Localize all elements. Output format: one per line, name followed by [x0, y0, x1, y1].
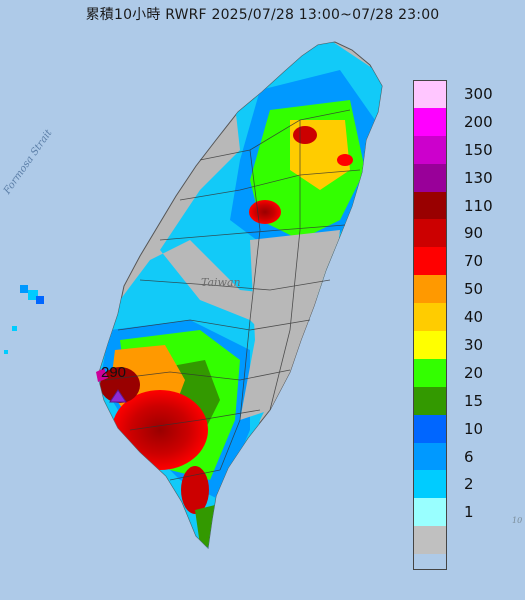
legend-item: 150 — [413, 135, 513, 164]
legend-item: 200 — [413, 107, 513, 136]
legend-swatch — [413, 247, 447, 276]
rain-core-south — [181, 466, 209, 514]
legend-item: 40 — [413, 303, 513, 332]
legend-label: 1 — [464, 503, 474, 522]
legend-swatch — [413, 358, 447, 387]
legend-label: 20 — [464, 363, 484, 382]
legend-swatch — [413, 219, 447, 248]
legend-label: 130 — [464, 168, 493, 187]
legend-swatch — [413, 470, 447, 499]
legend-swatch — [413, 135, 447, 164]
legend-swatch — [413, 80, 447, 108]
taiwan-island — [97, 41, 383, 550]
rain-core-east — [337, 154, 353, 166]
legend-item: 90 — [413, 219, 513, 248]
rain-core-north2 — [293, 126, 317, 144]
legend-item: 20 — [413, 358, 513, 387]
legend-label: 70 — [464, 252, 484, 271]
legend-label: 6 — [464, 447, 474, 466]
legend-swatch — [413, 386, 447, 415]
legend-label: 300 — [464, 85, 493, 103]
legend: 300 200 150 130 110 90 70 50 40 30 20 15 10 6 2 1 — [413, 80, 513, 555]
legend-label: 200 — [464, 112, 493, 131]
dry-zone-east — [240, 230, 340, 420]
legend-swatch — [413, 414, 447, 443]
legend-item: 15 — [413, 386, 513, 415]
legend-item: 300 — [413, 80, 513, 108]
penghu-islands — [4, 285, 44, 354]
marker-highlight — [96, 368, 108, 382]
legend-swatch — [413, 303, 447, 332]
legend-item: 2 — [413, 470, 513, 499]
legend-label: 2 — [464, 475, 474, 494]
county-boundaries — [104, 109, 361, 481]
legend-item: 10 — [413, 414, 513, 443]
rain-core-north — [249, 200, 281, 224]
map-title: 累積10小時 RWRF 2025/07/28 13:00~07/28 23:00 — [85, 7, 440, 23]
legend-item: 30 — [413, 331, 513, 359]
max-value-label: 290 — [101, 364, 127, 381]
legend-swatch — [413, 107, 447, 136]
legend-swatch — [413, 442, 447, 471]
legend-label: 50 — [464, 280, 484, 299]
legend-label: 15 — [464, 391, 484, 410]
edge-label: 10 — [512, 516, 523, 525]
triangle-marker-icon — [109, 389, 127, 403]
legend-swatch — [413, 498, 447, 527]
legend-swatch — [413, 275, 447, 304]
legend-item: 50 — [413, 275, 513, 304]
legend-swatch — [413, 163, 447, 192]
legend-swatch — [413, 526, 447, 555]
legend-label: 150 — [464, 140, 493, 159]
legend-label: 10 — [464, 419, 484, 438]
legend-label: 30 — [464, 336, 484, 355]
legend-item — [413, 526, 513, 555]
legend-swatch — [413, 191, 447, 220]
legend-item: 1 — [413, 498, 513, 527]
rain-core-coast — [100, 367, 140, 403]
legend-item: 130 — [413, 163, 513, 192]
island-label: Taiwan — [201, 276, 241, 289]
legend-item: 6 — [413, 442, 513, 471]
legend-item: 70 — [413, 247, 513, 276]
legend-swatch — [413, 331, 447, 359]
legend-label: 110 — [464, 196, 493, 215]
legend-item: 110 — [413, 191, 513, 220]
legend-label: 90 — [464, 224, 484, 243]
legend-label: 40 — [464, 308, 484, 327]
